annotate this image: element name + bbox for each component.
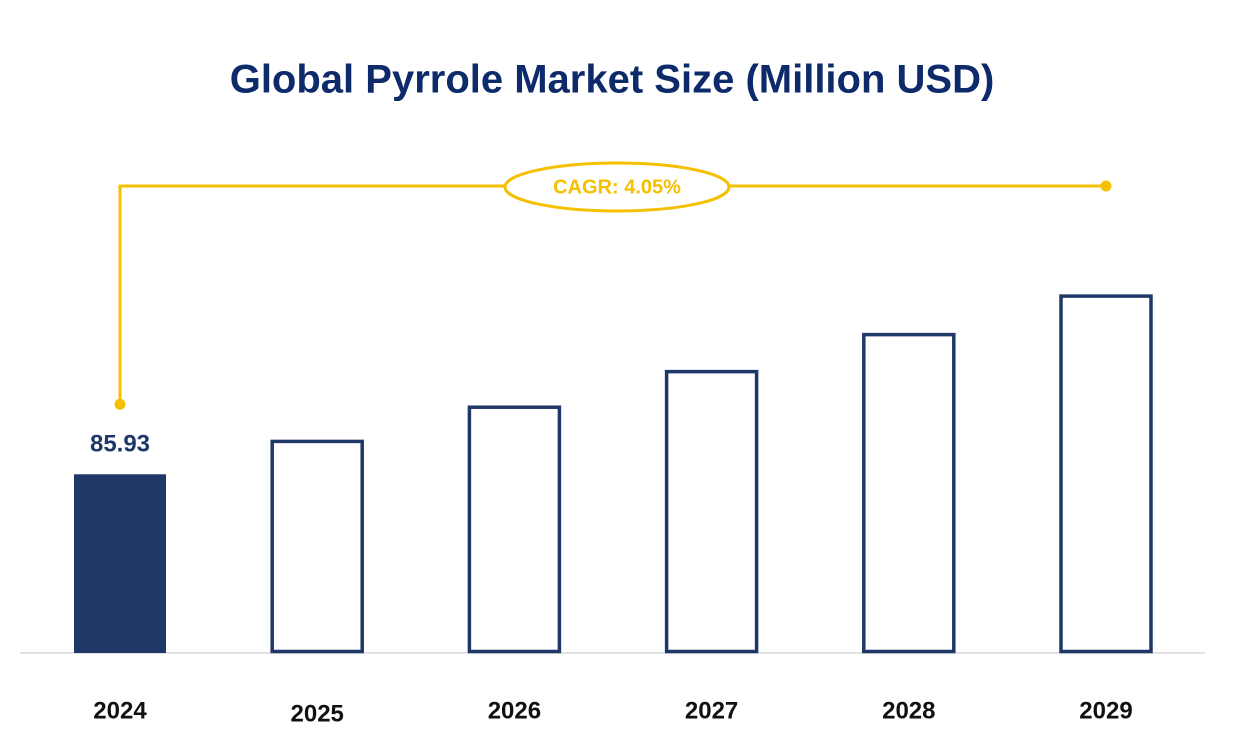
cagr-line [118,184,1106,405]
bar [1059,294,1153,654]
value-label: 85.93 [90,431,150,458]
x-tick-label: 2027 [685,697,738,724]
x-tick-label: 2026 [488,697,541,724]
x-tick-label: 2028 [882,697,935,724]
bar [270,439,364,654]
cagr-label: CAGR: 4.05% [553,176,681,198]
bar [862,332,956,654]
bar [664,369,759,654]
bar [74,474,166,653]
x-tick-label: 2029 [1079,697,1132,724]
cagr-badge [503,161,731,213]
cagr-dot [114,398,126,410]
cagr-dot [1100,180,1112,192]
chart-title: Global Pyrrole Market Size (Million USD) [230,58,995,102]
x-tick-label: 2024 [93,697,147,724]
x-tick-label: 2025 [291,700,344,727]
bar [467,405,562,654]
